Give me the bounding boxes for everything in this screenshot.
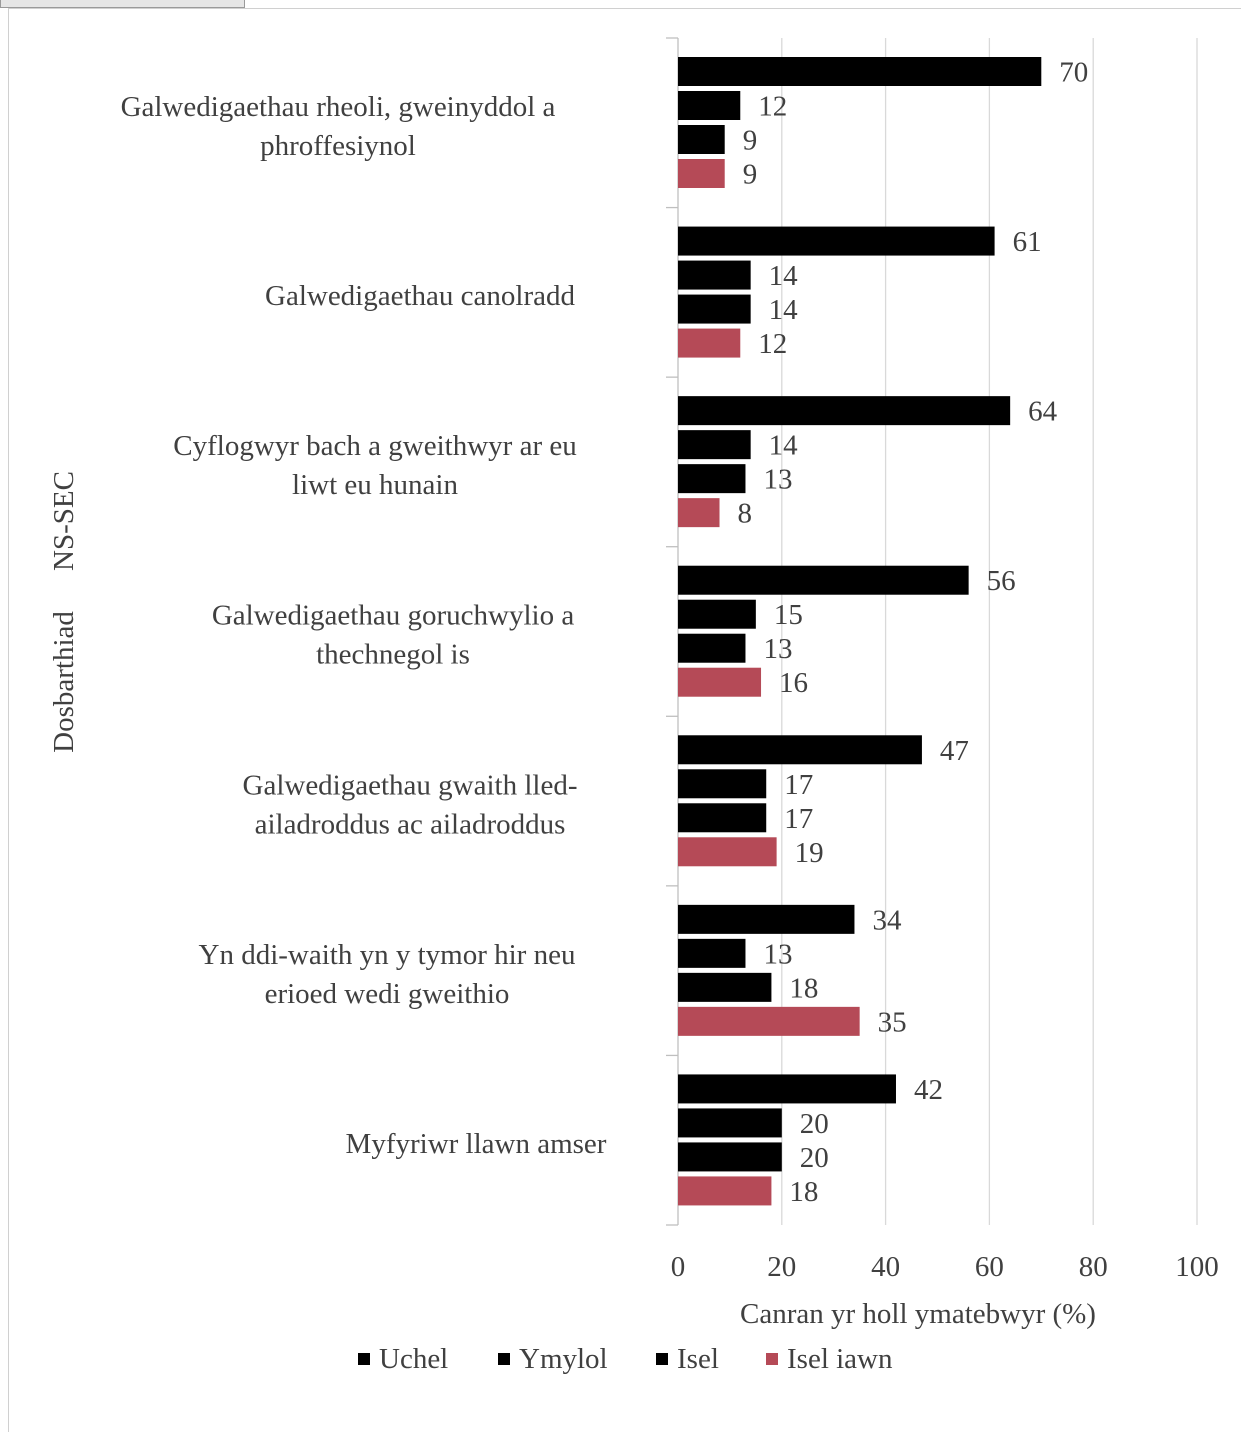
bar-5-isel — [678, 803, 767, 833]
data-label: 42 — [914, 1074, 943, 1106]
data-label: 13 — [763, 464, 792, 496]
data-label: 12 — [758, 328, 787, 360]
category-label: liwt eu hunain — [292, 469, 458, 501]
bar-3-uchel — [678, 396, 1011, 426]
legend-swatch-ymylol — [498, 1353, 510, 1365]
bar-1-isel — [678, 125, 725, 154]
x-tick-label-0: 0 — [671, 1251, 686, 1283]
data-label: 61 — [1013, 226, 1042, 258]
bar-2-isel-iawn — [678, 328, 741, 358]
bar-7-isel — [678, 1142, 782, 1172]
data-label: 56 — [987, 565, 1016, 597]
x-tick-label-60: 60 — [975, 1251, 1004, 1283]
data-label: 12 — [758, 91, 787, 123]
x-tick-labels: 0 20 40 60 80 100 — [671, 1251, 1219, 1283]
category-label: phroffesiynol — [260, 130, 416, 162]
legend: Uchel Ymylol Isel Isel iawn — [358, 1343, 893, 1375]
category-label: thechnegol is — [316, 639, 470, 671]
bar-3-isel — [678, 464, 746, 494]
data-label: 18 — [789, 972, 818, 1004]
data-label: 35 — [878, 1006, 907, 1038]
bar-2-isel — [678, 294, 751, 324]
bars — [678, 57, 1042, 1206]
bar-5-isel-iawn — [678, 837, 777, 867]
legend-label: Uchel — [379, 1343, 448, 1375]
value-labels: 7012996114141264141385615131647171719341… — [738, 57, 1089, 1208]
category-label: Yn ddi-waith yn y tymor hir neu — [199, 939, 576, 971]
legend-swatch-isel — [656, 1353, 668, 1365]
bar-3-isel-iawn — [678, 498, 720, 528]
y-axis-title-part-1: Dosbarthiad — [48, 611, 80, 753]
category-label: Cyflogwyr bach a gweithwyr ar eu — [173, 430, 576, 462]
legend-swatch-isel-iawn — [766, 1353, 778, 1365]
category-label: ailadroddus ac ailadroddus — [255, 808, 566, 840]
legend-label: Isel — [677, 1343, 719, 1375]
bar-4-uchel — [678, 565, 969, 595]
y-axis-title-part-2: NS-SEC — [48, 471, 80, 571]
legend-label: Isel iawn — [787, 1343, 893, 1375]
x-tick-label-20: 20 — [767, 1251, 796, 1283]
bar-4-isel — [678, 633, 746, 663]
gridlines — [781, 38, 1198, 1225]
category-label: Galwedigaethau goruchwylio a — [212, 600, 575, 632]
axis-lines — [666, 37, 679, 1226]
data-label: 18 — [789, 1176, 818, 1208]
data-label: 34 — [872, 904, 902, 936]
x-tick-label-80: 80 — [1079, 1251, 1108, 1283]
bar-6-isel — [678, 972, 772, 1002]
window-tab — [0, 0, 245, 8]
data-label: 8 — [738, 498, 753, 530]
category-label: Galwedigaethau gwaith lled- — [243, 769, 578, 801]
bar-5-ymylol — [678, 769, 767, 799]
category-labels: Galwedigaethau rheoli, gweinyddol a phrof… — [121, 91, 607, 1160]
x-tick-label-40: 40 — [871, 1251, 900, 1283]
data-label: 64 — [1028, 396, 1058, 428]
x-tick-label-100: 100 — [1175, 1251, 1219, 1283]
bar-6-uchel — [678, 904, 855, 934]
bar-1-ymylol — [678, 91, 741, 120]
data-label: 15 — [774, 599, 803, 631]
bar-6-isel-iawn — [678, 1006, 860, 1036]
legend-label: Ymylol — [519, 1343, 608, 1375]
data-label: 9 — [743, 159, 758, 191]
x-axis-title: Canran yr holl ymatebwyr (%) — [740, 1298, 1096, 1330]
bar-7-ymylol — [678, 1108, 782, 1138]
bar-4-isel-iawn — [678, 667, 762, 697]
data-label: 13 — [763, 938, 792, 970]
data-label: 47 — [940, 735, 969, 767]
bar-1-uchel — [678, 57, 1042, 86]
data-label: 17 — [784, 769, 813, 801]
data-label: 20 — [800, 1142, 829, 1174]
category-label: Galwedigaethau canolradd — [265, 280, 575, 312]
category-label: erioed wedi gweithio — [265, 978, 510, 1010]
bar-3-ymylol — [678, 430, 751, 460]
data-label: 16 — [779, 667, 808, 699]
data-label: 9 — [743, 125, 758, 157]
bar-5-uchel — [678, 735, 922, 765]
category-label: Galwedigaethau rheoli, gweinyddol a — [121, 91, 556, 123]
bar-4-ymylol — [678, 599, 756, 629]
data-label: 20 — [800, 1108, 829, 1140]
data-label: 19 — [795, 837, 824, 869]
bar-7-uchel — [678, 1074, 896, 1104]
chart-frame — [8, 8, 1241, 1432]
data-label: 13 — [763, 633, 792, 665]
data-label: 14 — [769, 294, 799, 326]
data-label: 14 — [769, 260, 799, 292]
data-label: 17 — [784, 803, 813, 835]
bar-6-ymylol — [678, 938, 746, 968]
data-label: 14 — [769, 430, 799, 462]
data-label: 70 — [1059, 57, 1088, 89]
bar-2-uchel — [678, 226, 995, 256]
bar-2-ymylol — [678, 260, 751, 290]
bar-7-isel-iawn — [678, 1176, 772, 1206]
category-label: Myfyriwr llawn amser — [346, 1128, 607, 1160]
legend-swatch-uchel — [358, 1353, 370, 1365]
bar-1-isel-iawn — [678, 159, 725, 188]
